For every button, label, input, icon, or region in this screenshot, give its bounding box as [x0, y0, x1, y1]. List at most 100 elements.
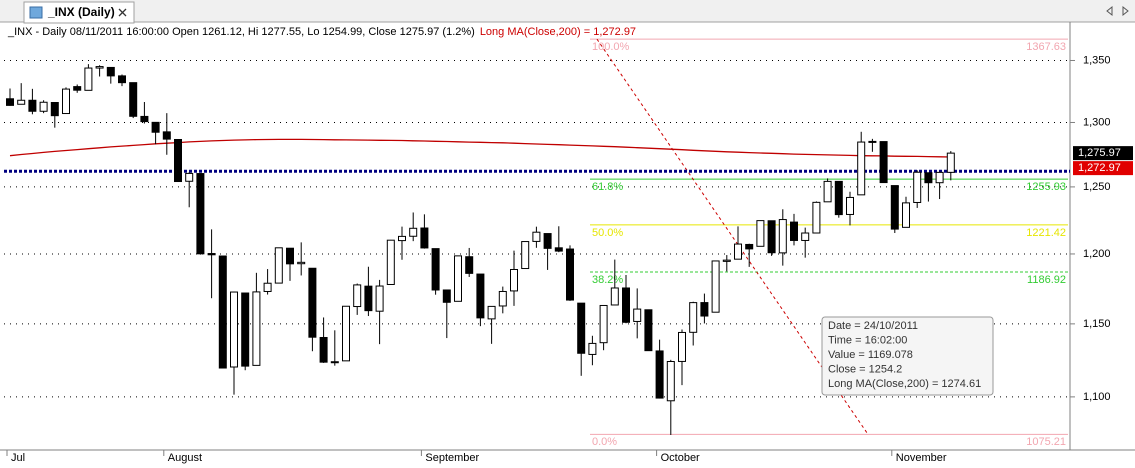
x-tick-label: November	[896, 452, 947, 464]
fib-level-pct: 100.0%	[592, 41, 630, 53]
candle-body	[230, 291, 238, 368]
candle-body	[420, 227, 429, 249]
candle-body	[308, 267, 317, 338]
candle-body	[196, 173, 205, 255]
candle-body	[431, 248, 440, 291]
candle-body	[17, 99, 26, 105]
candle-body	[577, 302, 586, 354]
candle-body	[39, 101, 48, 112]
candle-body	[689, 302, 698, 333]
candle-body	[6, 98, 14, 106]
candle-body	[890, 185, 899, 230]
tooltip-line: Time = 16:02:00	[828, 334, 907, 346]
candle-body	[566, 248, 574, 301]
candle-body	[263, 282, 272, 292]
candle-body	[700, 302, 709, 317]
candle-body	[241, 292, 250, 367]
candle-body	[140, 115, 149, 123]
tooltip-line: Close = 1254.2	[828, 363, 902, 375]
candle-body	[510, 268, 518, 292]
tooltip-line: Value = 1169.078	[828, 349, 913, 361]
candle-body	[218, 255, 227, 369]
candle-body	[274, 247, 283, 284]
candle-body	[162, 131, 171, 140]
fib-level-pct: 61.8%	[592, 181, 623, 193]
candle-body	[476, 273, 485, 319]
tooltip-line: Date = 24/10/2011	[828, 320, 918, 332]
candle-body	[465, 256, 474, 274]
fib-trend-line	[596, 38, 869, 435]
header-indicator: Long MA(Close,200) = 1,272.97	[480, 26, 636, 38]
fib-level-value: 1221.42	[1026, 227, 1066, 239]
x-tick-label: September	[425, 452, 479, 464]
candle-body	[633, 308, 642, 322]
x-tick-label: August	[168, 452, 202, 464]
fib-level-pct: 50.0%	[592, 227, 623, 239]
candle-body	[610, 287, 619, 306]
candle-body	[756, 220, 765, 247]
tab-close[interactable]	[118, 8, 127, 17]
candle-body	[745, 243, 754, 250]
candle-body	[521, 241, 530, 270]
candle-body	[599, 304, 608, 344]
price-tag-label: 1,272.97	[1078, 162, 1121, 174]
scroll-left[interactable]	[1106, 5, 1113, 17]
candle-body	[801, 232, 810, 241]
candle-body	[297, 261, 306, 265]
fib-level-value: 1367.63	[1026, 41, 1066, 53]
candle-body	[532, 231, 541, 242]
candle-body	[375, 285, 384, 312]
fib-level-value: 1075.21	[1026, 436, 1066, 448]
candle-body	[286, 247, 294, 265]
candle-body	[442, 289, 451, 303]
candle-body	[84, 67, 93, 91]
candle-body	[846, 196, 854, 215]
fib-level-pct: 0.0%	[592, 436, 617, 448]
candle-body	[543, 233, 552, 249]
tooltip-line: Long MA(Close,200) = 1274.61	[828, 378, 981, 390]
candle-body	[678, 331, 686, 362]
fib-level-pct: 38.2%	[592, 274, 623, 286]
candle-body	[734, 243, 742, 260]
price-tag-label: 1,275.97	[1078, 147, 1121, 159]
candle-body	[711, 260, 720, 313]
tab-title: _INX (Daily)	[47, 5, 115, 19]
overlay: 1,275.97 1,272.97 Date = 24/10/2011 Time = …	[821, 146, 1133, 396]
candle-body	[823, 180, 832, 203]
price-tag	[1073, 146, 1133, 161]
candle-body	[790, 221, 798, 241]
tab-icon	[29, 6, 43, 19]
header-quote-text: _INX - Daily 08/11/2011 16:00:00 Open 12…	[7, 26, 475, 38]
tab[interactable]	[23, 1, 135, 24]
candle-body	[902, 202, 910, 228]
candle-body	[364, 285, 373, 312]
candle-body	[722, 259, 731, 262]
candle-body	[353, 284, 362, 308]
candle-body	[644, 309, 653, 352]
candle-body	[622, 287, 630, 323]
candle-body	[857, 141, 866, 196]
fib-level-value: 1186.92	[1027, 274, 1066, 286]
candle-body	[666, 361, 675, 402]
candle-body	[252, 291, 261, 366]
candle-body	[151, 121, 160, 133]
candle-body	[398, 235, 406, 242]
y-tick-label: 1,150	[1083, 318, 1111, 330]
ma-line	[9, 138, 951, 158]
y-tick-label: 1,250	[1083, 181, 1111, 193]
candle-body	[767, 220, 776, 254]
candle-body	[28, 99, 37, 112]
tab-bar	[0, 0, 1135, 22]
candle-body	[879, 141, 888, 184]
candle-body	[655, 350, 664, 399]
candle-body	[454, 255, 462, 302]
y-tick-label: 1,300	[1083, 116, 1111, 128]
tooltip-box	[821, 316, 994, 396]
scroll-right[interactable]	[1122, 5, 1129, 17]
candle-body	[106, 66, 115, 77]
candle-body	[50, 102, 59, 117]
candle-body	[62, 88, 70, 115]
candle-body	[554, 247, 563, 252]
plot-area: 1,350 1,300 1,250 1,200 1,150 1,100 Jul August S…	[4, 38, 1111, 464]
candle-body	[342, 305, 350, 362]
